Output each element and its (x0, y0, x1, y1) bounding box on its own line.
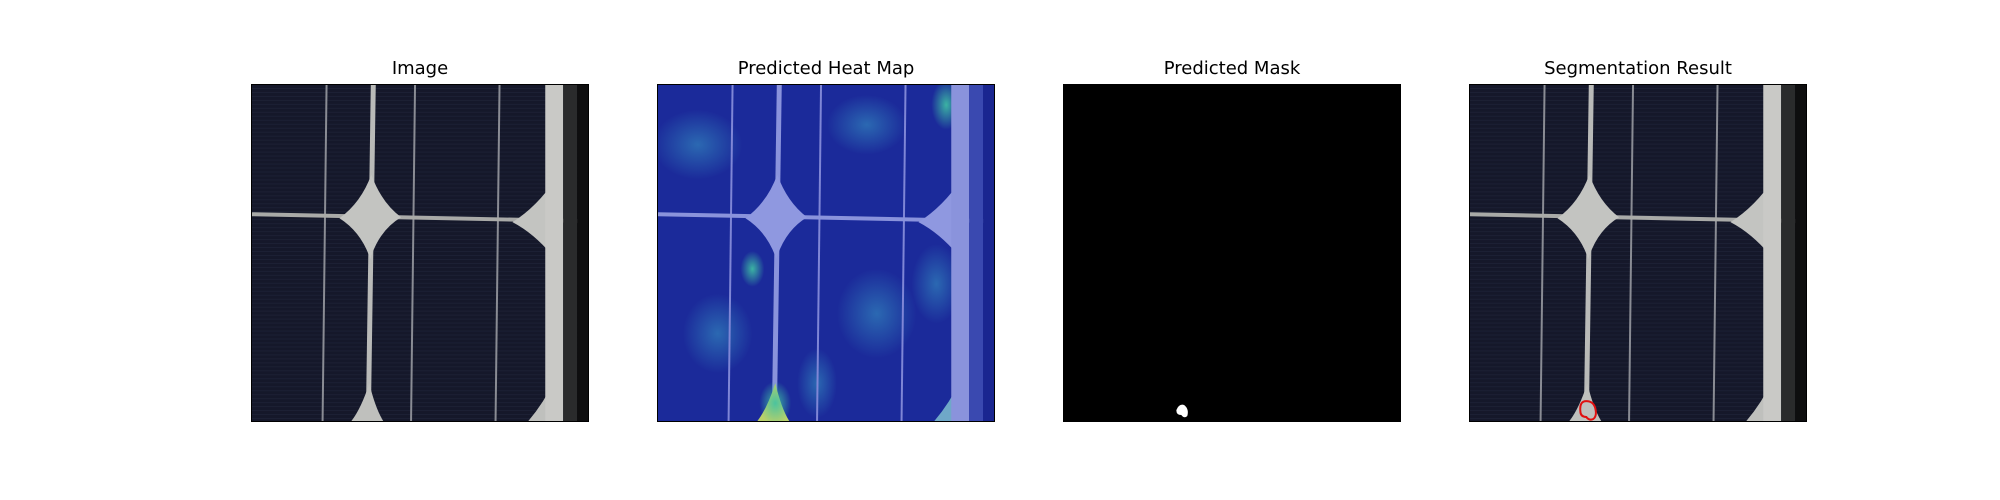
panel-title-heatmap: Predicted Heat Map (657, 58, 995, 80)
predicted-mask (1063, 84, 1401, 422)
heat-map-overlay (657, 84, 995, 422)
segmentation-result (1469, 84, 1807, 422)
panel-title-segmentation: Segmentation Result (1469, 58, 1807, 80)
solar-cell-image (251, 84, 589, 422)
panel-title-mask: Predicted Mask (1063, 58, 1401, 80)
panel-title-image: Image (251, 58, 589, 80)
